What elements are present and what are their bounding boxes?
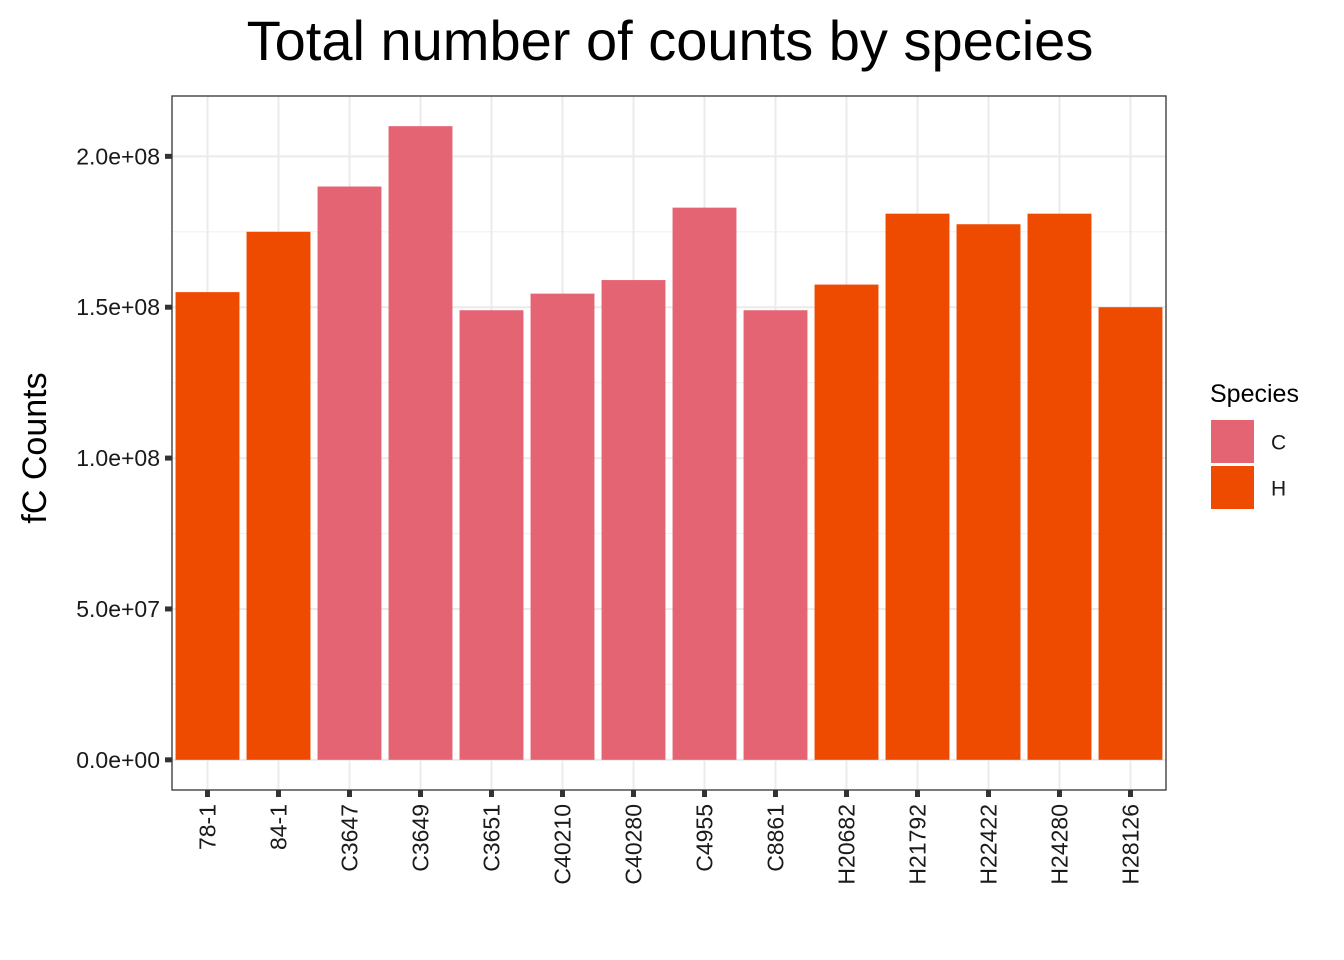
bar-C40210 [530, 293, 595, 760]
x-tick-label: H22422 [976, 804, 1002, 885]
x-tick-label: 84-1 [266, 804, 292, 850]
bar-H22422 [956, 224, 1021, 760]
bar-H28126 [1098, 307, 1163, 760]
bar-H24280 [1027, 213, 1092, 760]
x-tick-label: C40210 [550, 804, 576, 885]
legend-key-C [1211, 420, 1254, 463]
x-tick-label: H20682 [834, 804, 860, 885]
plot-border [171, 95, 1167, 791]
legend-label-H: H [1271, 478, 1286, 501]
bar-H20682 [814, 284, 879, 760]
x-tick-label: C3649 [408, 804, 434, 872]
bar-78-1 [175, 292, 240, 760]
y-tick-label: 5.0e+07 [76, 596, 160, 622]
bar-H21792 [885, 213, 950, 760]
bar-C3651 [459, 310, 524, 760]
x-tick-label: C8861 [763, 804, 789, 872]
legend-key-H [1211, 466, 1254, 509]
bar-C8861 [743, 310, 808, 760]
x-tick-label: C4955 [692, 804, 718, 872]
legend: Species CH [1210, 380, 1299, 509]
x-tick-label: H24280 [1047, 804, 1073, 885]
y-tick-label: 2.0e+08 [76, 143, 160, 169]
legend-label-C: C [1271, 432, 1286, 455]
bar-C4955 [672, 207, 737, 760]
x-tick-label: C40280 [621, 804, 647, 885]
plot-panel: 0.0e+00 5.0e+07 1.0e+08 1.5e+08 2.0e+08 78-1 8… [76, 95, 1167, 885]
legend-title: Species [1210, 380, 1299, 408]
x-tick-label: H28126 [1118, 804, 1144, 885]
x-tick-label: H21792 [905, 804, 931, 885]
y-tick-label: 1.0e+08 [76, 445, 160, 471]
x-tick-label: C3651 [479, 804, 505, 872]
x-tick-label: 78-1 [195, 804, 221, 850]
bar-C40280 [601, 280, 666, 760]
y-axis-label: fC Counts [16, 372, 54, 523]
bar-C3649 [388, 126, 453, 760]
chart-title: Total number of counts by species [247, 9, 1094, 72]
y-tick-label: 1.5e+08 [76, 294, 160, 320]
y-tick-label: 0.0e+00 [76, 747, 160, 773]
x-tick-label: C3647 [337, 804, 363, 872]
bar-C3647 [317, 186, 382, 760]
bar-84-1 [246, 231, 311, 760]
